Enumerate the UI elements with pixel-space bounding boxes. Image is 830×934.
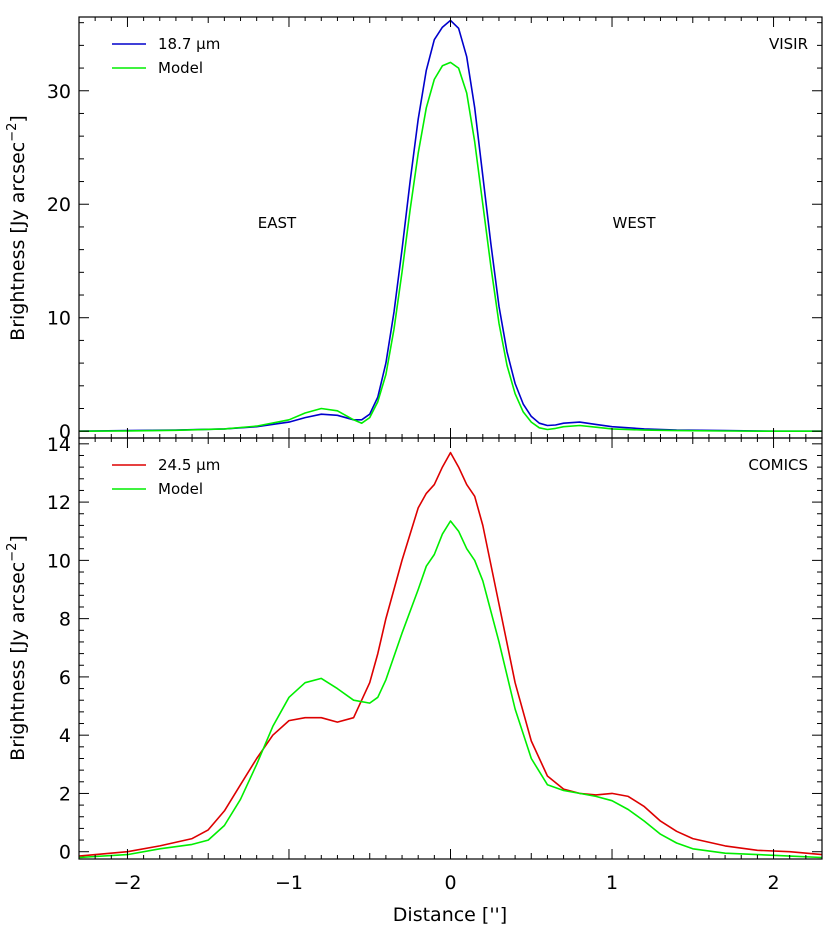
x-axis-title: Distance [''] [393,904,507,926]
annotation-visir: VISIR [769,35,808,53]
annotation-east: EAST [258,214,297,232]
top-y-tick-labels: 0 10 20 30 [47,81,71,443]
x-tick-label: −2 [113,872,141,894]
bottom-legend: 24.5 μm Model [112,456,220,498]
bottom-x-tick-labels: −2 −1 0 1 2 [113,872,779,894]
series-line-bot-0 [78,451,823,857]
y-tick-label-top: 0 [59,421,71,443]
y-tick-label-bot: 12 [47,492,71,514]
series-line-top-0 [78,19,822,433]
y-tick-label-bot: 4 [59,725,71,747]
x-tick-label: 0 [444,872,456,894]
annotation-west: WEST [613,214,657,232]
bottom-series-group [78,451,823,859]
top-plot-frame [78,16,823,439]
y-tick-label-bot: 8 [59,609,71,631]
bottom-y-tick-labels: 0 2 4 6 8 10 12 14 [47,434,71,864]
x-tick-label: −1 [275,872,303,894]
y-tick-label-top: 10 [47,308,71,330]
x-tick-label: 1 [606,872,618,894]
y-tick-label-top: 30 [47,81,71,103]
top-legend: 18.7 μm Model [112,35,220,77]
y-tick-label-bot: 0 [59,842,71,864]
top-y-axis-title: Brightness [Jy arcsec−2] [5,115,29,341]
legend-label-24-5um: 24.5 μm [158,456,220,474]
panel-top-visir: 0 10 20 30 EAST WEST VISIR 18.7 μm Model Br… [5,16,823,443]
y-tick-label-bot: 14 [47,434,71,456]
y-tick-label-bot: 2 [59,783,71,805]
legend-label-model-bottom: Model [158,480,203,498]
bottom-ticks [79,438,822,859]
y-tick-label-bot: 10 [47,550,71,572]
y-tick-label-top: 20 [47,194,71,216]
series-line-top-1 [78,61,822,433]
legend-label-model-top: Model [158,59,203,77]
y-tick-label-bot: 6 [59,667,71,689]
top-series-group [78,19,822,433]
top-ticks [79,17,822,438]
annotation-comics: COMICS [748,456,808,474]
x-tick-label: 2 [767,872,779,894]
bottom-plot-frame [78,437,823,860]
legend-label-18-7um: 18.7 μm [158,35,220,53]
bottom-y-axis-title: Brightness [Jy arcsec−2] [5,535,29,761]
series-line-bot-1 [78,520,823,859]
